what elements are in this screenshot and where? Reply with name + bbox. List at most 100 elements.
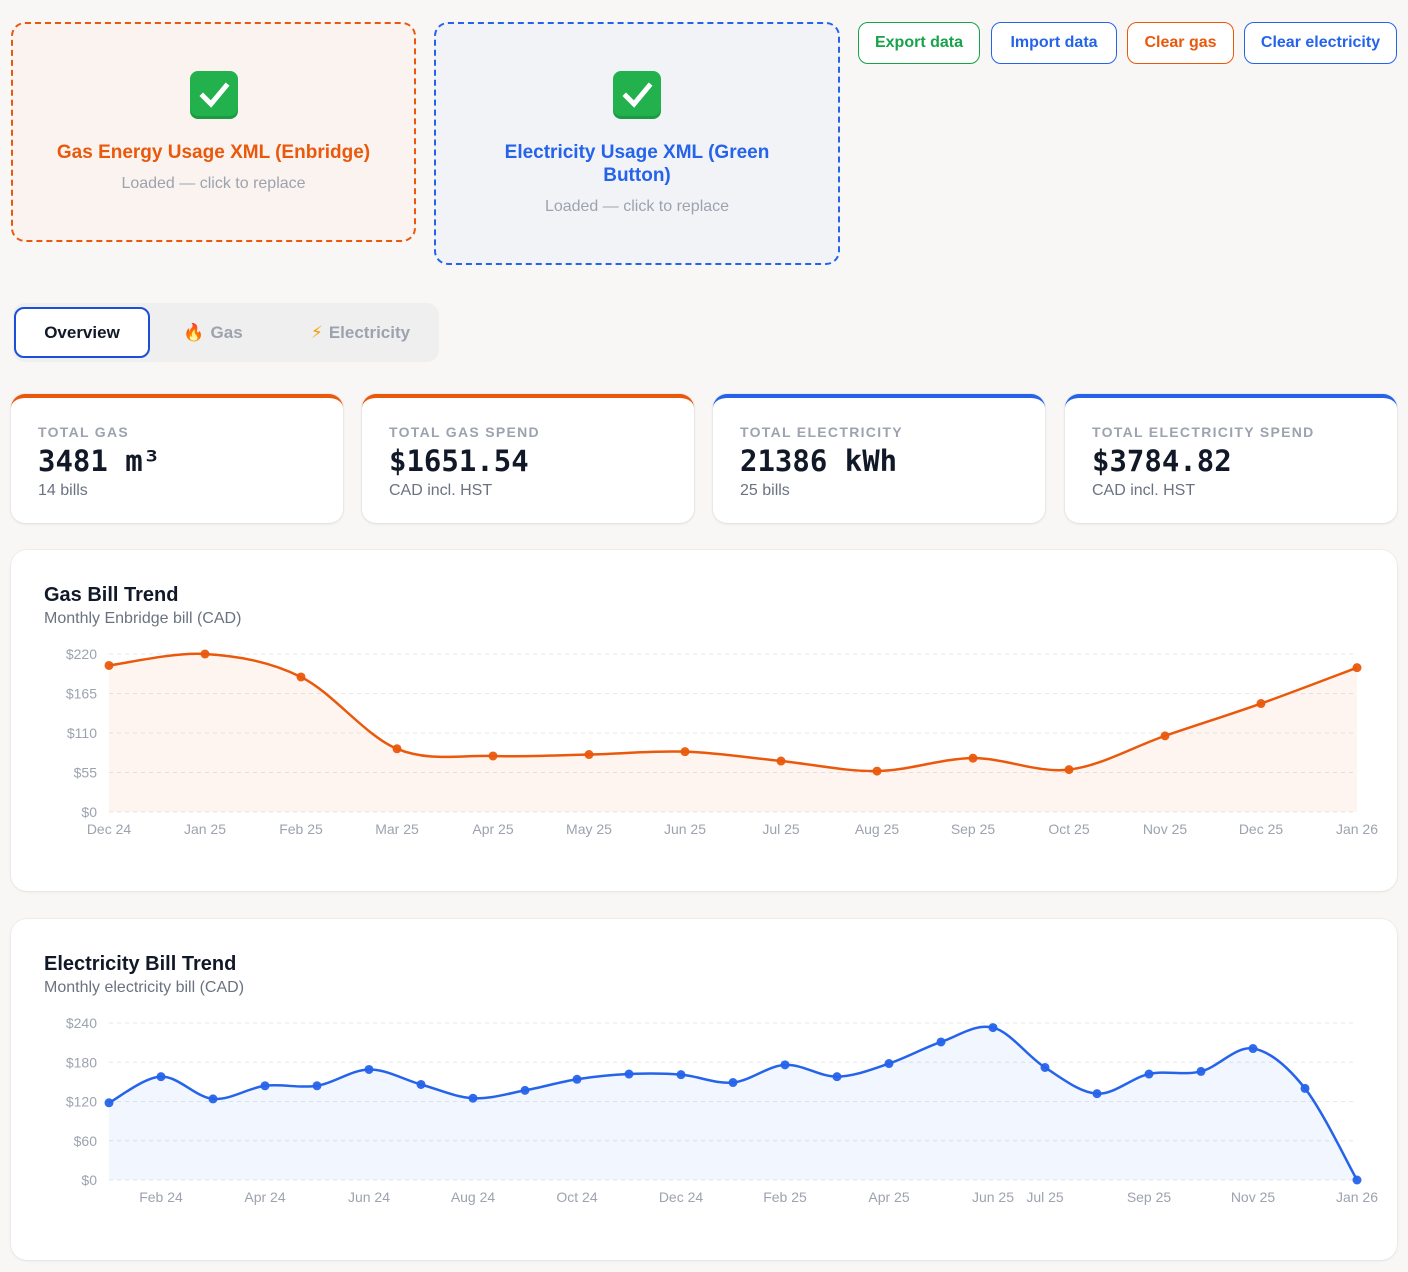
tab-gas[interactable]: 🔥 Gas <box>173 307 253 358</box>
x-tick-label: Feb 24 <box>139 1189 183 1205</box>
stat-label: TOTAL ELECTRICITY <box>740 424 903 440</box>
export-data-button[interactable]: Export data <box>858 22 980 64</box>
clear-electricity-button[interactable]: Clear electricity <box>1244 22 1397 64</box>
y-tick-label: $120 <box>66 1094 97 1110</box>
data-point[interactable] <box>728 1078 738 1088</box>
stat-subtext: 25 bills <box>740 482 790 499</box>
data-point[interactable] <box>260 1081 270 1091</box>
data-point[interactable] <box>1064 765 1074 775</box>
gas-bill-trend-chart: $0 $55 $110 $165 $220 Dec 24 Jan 25 Feb 25 Mar 2… <box>66 646 1378 837</box>
data-point[interactable] <box>468 1093 478 1103</box>
x-tick-label: May 25 <box>566 821 612 837</box>
y-tick-label: $165 <box>66 686 97 702</box>
tab-overview-label: Overview <box>44 322 120 342</box>
data-point[interactable] <box>1144 1069 1154 1079</box>
data-point[interactable] <box>1160 731 1170 741</box>
x-tick-label: Mar 25 <box>375 821 419 837</box>
flame-icon: 🔥 <box>183 322 205 342</box>
y-tick-label: $220 <box>66 646 97 662</box>
x-tick-label: Dec 24 <box>659 1189 704 1205</box>
data-point[interactable] <box>104 1098 114 1108</box>
x-tick-label: Apr 24 <box>244 1189 285 1205</box>
data-point[interactable] <box>676 1070 686 1080</box>
clear-gas-button[interactable]: Clear gas <box>1127 22 1234 64</box>
stat-subtext: CAD incl. HST <box>1092 482 1196 499</box>
lightning-icon: ⚡ <box>310 322 323 342</box>
data-point[interactable] <box>1248 1044 1258 1054</box>
stat-value: 3481 m³ <box>38 444 161 478</box>
data-point[interactable] <box>624 1069 634 1079</box>
data-point[interactable] <box>1352 1175 1362 1185</box>
data-point[interactable] <box>364 1064 374 1074</box>
electricity-bill-trend-chart: $0 $60 $120 $180 $240 Feb 24 Apr 24 Jun 24 Aug 2… <box>66 1015 1378 1205</box>
data-point[interactable] <box>572 1074 582 1084</box>
data-point[interactable] <box>1256 699 1266 709</box>
electricity-bill-trend-card: $0 $60 $120 $180 $240 Feb 24 Apr 24 Jun 24 Aug 2… <box>11 919 1397 1260</box>
gas-upload-title: Gas Energy Usage XML (Enbridge) <box>56 142 371 163</box>
data-point[interactable] <box>936 1037 946 1047</box>
y-tick-label: $60 <box>74 1133 98 1149</box>
gas-upload-dropzone[interactable]: Gas Energy Usage XML (Enbridge) Loaded —… <box>11 22 416 242</box>
stat-label: TOTAL GAS SPEND <box>389 424 540 440</box>
stat-card-total-electricity: TOTAL ELECTRICITY 21386 kWh 25 bills <box>713 394 1045 523</box>
data-point[interactable] <box>872 766 882 776</box>
y-tick-label: $0 <box>81 804 97 820</box>
stat-value: $3784.82 <box>1092 444 1232 478</box>
x-tick-label: Jan 26 <box>1336 821 1378 837</box>
stat-card-total-gas-spend: TOTAL GAS SPEND $1651.54 CAD incl. HST <box>362 394 694 523</box>
data-point[interactable] <box>520 1085 530 1095</box>
data-point[interactable] <box>968 753 978 763</box>
data-point[interactable] <box>1040 1062 1050 1072</box>
gas-upload-status: Loaded — click to replace <box>121 175 306 192</box>
data-point[interactable] <box>392 744 402 754</box>
y-tick-label: $180 <box>66 1054 97 1070</box>
data-point[interactable] <box>780 1060 790 1070</box>
x-tick-label: Apr 25 <box>472 821 513 837</box>
chart-title: Gas Bill Trend <box>44 584 179 606</box>
data-point[interactable] <box>156 1072 166 1082</box>
data-point[interactable] <box>104 660 114 670</box>
x-tick-label: Dec 25 <box>1239 821 1284 837</box>
data-point[interactable] <box>680 747 690 757</box>
y-tick-label: $110 <box>67 725 97 741</box>
stat-label: TOTAL GAS <box>38 424 130 440</box>
y-tick-label: $0 <box>81 1172 97 1188</box>
tab-overview[interactable]: Overview <box>14 307 150 358</box>
electricity-upload-dropzone[interactable]: Electricity Usage XML (Green Button) Loa… <box>434 22 840 265</box>
data-point[interactable] <box>1092 1089 1102 1099</box>
data-point[interactable] <box>488 751 498 761</box>
data-point[interactable] <box>1300 1083 1310 1093</box>
x-tick-label: Sep 25 <box>951 821 996 837</box>
x-tick-label: Oct 25 <box>1048 821 1089 837</box>
data-point[interactable] <box>776 756 786 766</box>
y-tick-label: $55 <box>74 765 98 781</box>
stat-card-total-gas: TOTAL GAS 3481 m³ 14 bills <box>11 394 343 523</box>
data-point[interactable] <box>1196 1066 1206 1076</box>
x-tick-label: Jan 25 <box>184 821 226 837</box>
x-tick-label: Jul 25 <box>1026 1189 1064 1205</box>
x-tick-label: Nov 25 <box>1231 1189 1276 1205</box>
data-point[interactable] <box>832 1072 842 1082</box>
import-data-button[interactable]: Import data <box>991 22 1117 64</box>
x-tick-label: Aug 25 <box>855 821 900 837</box>
tab-electricity-label: Electricity <box>328 322 411 342</box>
data-point[interactable] <box>988 1023 998 1033</box>
data-point[interactable] <box>296 672 306 682</box>
tab-gas-label: Gas <box>210 322 243 342</box>
data-point[interactable] <box>200 649 210 659</box>
view-tabs: Overview 🔥 Gas ⚡ Electricity <box>13 303 439 362</box>
data-point[interactable] <box>312 1081 322 1091</box>
data-point[interactable] <box>208 1094 218 1104</box>
gas-bill-trend-card: $0 $55 $110 $165 $220 Dec 24 Jan 25 Feb 25 Mar 2… <box>11 550 1397 891</box>
data-point[interactable] <box>584 750 594 760</box>
tab-electricity[interactable]: ⚡ Electricity <box>293 307 428 358</box>
electricity-upload-status: Loaded — click to replace <box>544 198 730 215</box>
data-point[interactable] <box>1352 663 1362 673</box>
data-point[interactable] <box>416 1079 426 1089</box>
stat-label: TOTAL ELECTRICITY SPEND <box>1092 424 1315 440</box>
data-point[interactable] <box>884 1059 894 1069</box>
stat-subtext: 14 bills <box>38 482 88 499</box>
x-tick-label: Jul 25 <box>762 821 800 837</box>
x-tick-label: Jun 25 <box>664 821 706 837</box>
stat-subtext: CAD incl. HST <box>389 482 493 499</box>
